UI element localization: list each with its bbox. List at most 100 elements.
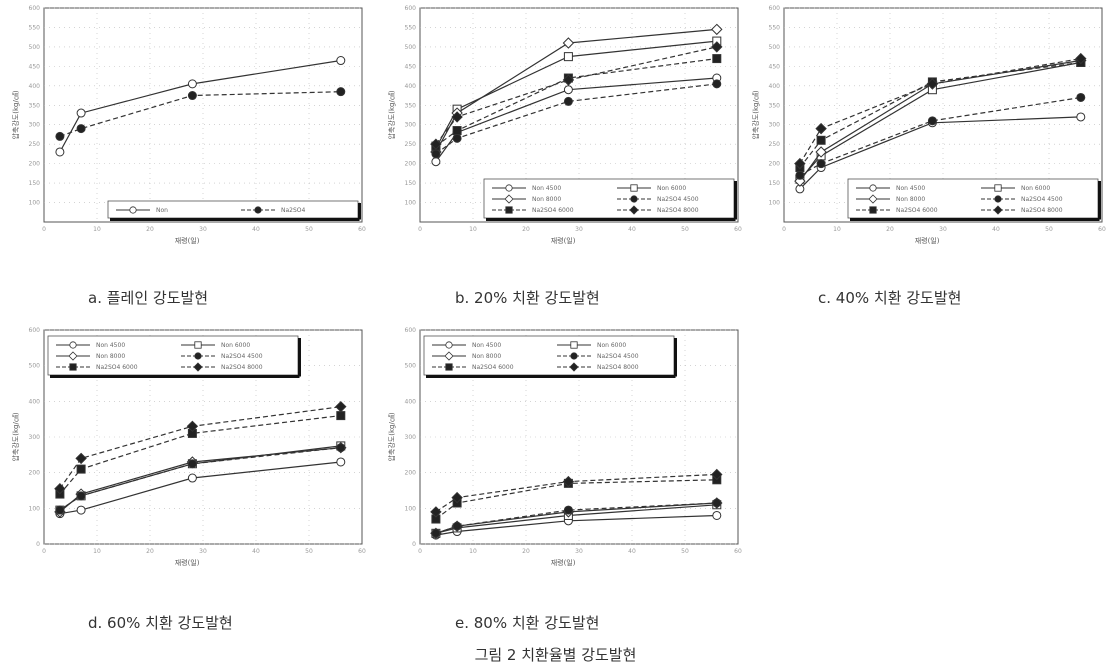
data-point-d-4-3 [336, 411, 346, 421]
legend-label-e-0: Non 4500 [472, 342, 501, 349]
data-point-b-5-0 [430, 138, 442, 150]
series-c-4 [795, 57, 1086, 173]
ytick-label-a-2: 200 [29, 161, 41, 168]
series-line-b-1 [435, 40, 717, 149]
ytick-label-e-4: 400 [405, 398, 417, 405]
data-point-b-5-1 [451, 111, 463, 123]
ytick-label-d-3: 300 [29, 434, 41, 441]
ytick-label-d-4: 400 [29, 398, 41, 405]
figure-caption: 그림 2 치환율별 강도발현 [474, 646, 637, 664]
ytick-label-a-5: 350 [29, 102, 41, 109]
legend-label-d-1: Non 6000 [221, 342, 250, 349]
legend-marker-c-1 [994, 184, 1002, 192]
data-point-c-5-1 [815, 122, 827, 135]
xtick-label-a-3: 30 [199, 226, 207, 233]
x-axis-label-d: 재령(일) [175, 558, 200, 567]
data-point-c-3-1 [816, 159, 826, 169]
data-point-d-0-3 [336, 457, 346, 467]
data-point-b-0-2 [563, 85, 573, 95]
xtick-label-a-4: 40 [252, 226, 260, 233]
ytick-label-c-8: 500 [769, 44, 781, 51]
ytick-label-d-2: 200 [29, 470, 41, 477]
series-line-b-0 [435, 77, 717, 163]
data-point-b-5-2 [562, 74, 575, 86]
legend-marker-b-4 [505, 206, 513, 214]
data-point-a-1-3 [336, 87, 346, 97]
xtick-label-c-0: 0 [782, 226, 786, 233]
ytick-label-c-5: 350 [769, 102, 781, 109]
plot-frame-a [43, 7, 363, 223]
ytick-label-e-2: 200 [405, 470, 417, 477]
legend-label-e-1: Non 6000 [597, 342, 626, 349]
series-line-c-2 [799, 59, 1081, 182]
ytick-label-b-5: 350 [405, 102, 417, 109]
ytick-label-b-8: 500 [405, 44, 417, 51]
data-point-a-1-0 [55, 131, 65, 141]
ytick-label-b-0: 100 [405, 200, 417, 207]
xtick-label-a-1: 10 [93, 226, 101, 233]
series-line-d-5 [59, 406, 341, 490]
ytick-label-b-10: 600 [405, 5, 417, 12]
y-axis-label-e: 압축강도(kg/㎠) [387, 412, 396, 461]
data-point-e-5-3 [711, 468, 723, 481]
ytick-label-a-10: 600 [29, 5, 41, 12]
series-line-b-4 [435, 58, 717, 147]
data-point-c-0-3 [1076, 112, 1086, 122]
series-line-e-5 [435, 473, 717, 513]
legend-label-e-3: Na2SO4 4500 [597, 353, 639, 360]
legend-d: Non 4500 Non 6000 Non 8000 Na2SO4 4500 Na2SO… [47, 335, 301, 378]
legend-label-d-5: Na2SO4 8000 [221, 364, 263, 371]
series-b-5 [430, 41, 723, 150]
ytick-label-d-5: 500 [29, 363, 41, 370]
xtick-label-c-5: 50 [1045, 226, 1053, 233]
legend-label-c-3: Na2SO4 4500 [1021, 196, 1063, 203]
data-point-b-0-0 [431, 157, 441, 167]
xtick-label-c-2: 20 [886, 226, 894, 233]
ytick-label-e-5: 500 [405, 363, 417, 370]
legend-marker-b-2 [504, 194, 514, 204]
ytick-label-d-6: 600 [29, 327, 41, 334]
series-d-0 [55, 457, 346, 519]
xtick-label-d-3: 30 [199, 548, 207, 555]
legend-label-b-3: Na2SO4 4500 [657, 196, 699, 203]
series-line-d-3 [59, 447, 341, 511]
series-e-2 [430, 497, 723, 540]
y-axis-label-d: 압축강도(kg/㎠) [11, 412, 20, 461]
series-line-c-0 [799, 116, 1081, 190]
data-point-b-3-0 [431, 149, 441, 159]
data-point-c-3-3 [1076, 92, 1086, 102]
chart-svg-c: 100 150 200 250 300 350 400 450 500 550 600 0 10 20 30… [751, 5, 1106, 245]
xtick-label-d-4: 40 [252, 548, 260, 555]
legend-marker-c-3 [994, 195, 1002, 203]
data-point-a-0-3 [336, 56, 346, 66]
series-a-0 [55, 56, 346, 157]
data-point-b-1-2 [563, 52, 573, 62]
legend-marker-e-5 [569, 362, 579, 372]
xtick-label-d-2: 20 [146, 548, 154, 555]
data-point-c-3-2 [927, 116, 937, 126]
series-b-1 [431, 36, 722, 153]
ytick-label-a-6: 400 [29, 83, 41, 90]
chart-svg-a: 100 150 200 250 300 350 400 450 500 550 600 0 10 20 30… [11, 5, 366, 245]
series-line-d-4 [59, 415, 341, 495]
data-point-b-3-2 [563, 96, 573, 106]
xtick-label-e-0: 0 [418, 548, 422, 555]
ytick-label-a-1: 150 [29, 180, 41, 187]
series-d-5 [54, 400, 347, 495]
legend-marker-e-2 [444, 351, 454, 361]
ytick-label-c-4: 300 [769, 122, 781, 129]
y-axis-label-a: 압축강도(kg/㎠) [11, 90, 20, 139]
xtick-label-a-0: 0 [42, 226, 46, 233]
xtick-label-d-1: 10 [93, 548, 101, 555]
x-axis-label-e: 재령(일) [551, 558, 576, 567]
data-point-d-5-3 [335, 400, 347, 413]
data-point-d-4-1 [76, 464, 86, 474]
legend-marker-c-0 [869, 184, 877, 192]
data-point-e-3-1 [452, 521, 462, 531]
caption-c: c. 40% 치환 강도발현 [818, 289, 962, 307]
legend-marker-d-2 [68, 351, 78, 361]
series-b-3 [431, 79, 722, 159]
legend-label-a-0: Non [156, 207, 168, 214]
data-point-c-5-3 [1075, 52, 1087, 65]
series-e-4 [431, 475, 722, 524]
